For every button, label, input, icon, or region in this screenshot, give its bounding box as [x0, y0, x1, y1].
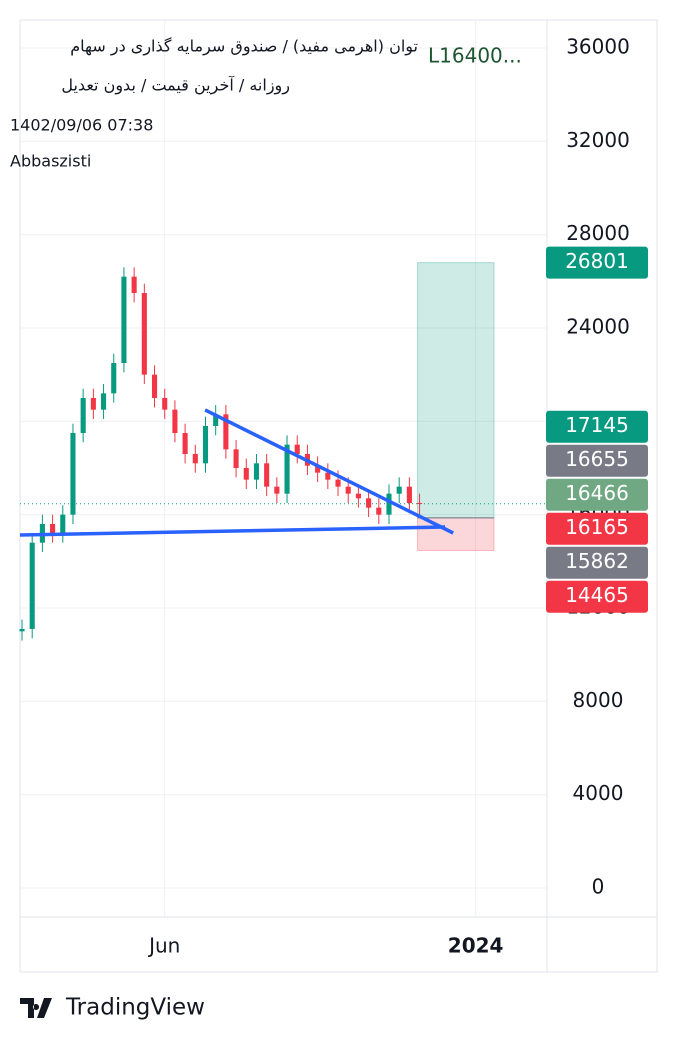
price-badge [546, 246, 648, 279]
price-badge-label: 16165 [565, 515, 629, 539]
price-badge-label: 16655 [565, 447, 629, 471]
candle-body [406, 486, 412, 503]
y-tick-label: 28000 [566, 221, 630, 245]
price-badge [546, 546, 648, 579]
candle-body [264, 463, 270, 487]
candle-body [284, 444, 290, 494]
candle-body [253, 463, 260, 480]
price-badge [546, 580, 648, 613]
candle-body [60, 514, 66, 534]
price-badge [546, 478, 648, 511]
candle-body [325, 472, 331, 480]
frame [19, 19, 658, 973]
candle-body [335, 479, 341, 487]
price-badge [546, 512, 648, 545]
candle-body [192, 453, 198, 464]
price-badge [546, 444, 648, 477]
candle-body [151, 374, 158, 398]
candle-body [182, 432, 188, 454]
candle-body [417, 502, 423, 504]
timestamp: 1402/09/06 07:38 [10, 116, 153, 135]
candle-body [294, 444, 300, 454]
price-badge [546, 410, 648, 443]
y-tick-label: 4000 [573, 781, 624, 805]
candle-body [274, 486, 280, 494]
candle-body [70, 432, 76, 515]
candle-body [345, 486, 351, 494]
ohlc-status: L16400... [428, 44, 522, 68]
candle-body [29, 542, 35, 629]
price-badge-label: 16466 [565, 481, 629, 505]
y-tick-label: 24000 [566, 314, 630, 338]
candle-body [141, 292, 147, 375]
candle-body [213, 414, 219, 426]
trend-line [204, 408, 454, 535]
candle-body [80, 397, 86, 433]
title: توان (اهرمی مفید) / صندوق سرمایه گذاری د… [70, 37, 418, 57]
x-tick-label: 2024 [448, 934, 504, 958]
candle-body [50, 523, 56, 534]
candle-body [131, 276, 137, 293]
candle-body [386, 493, 392, 515]
candle-body [111, 362, 117, 394]
brand-logo [20, 998, 52, 1018]
price-badge-label: 14465 [565, 583, 629, 607]
candle-body [243, 467, 249, 480]
y-tick-label: 0 [592, 874, 605, 898]
candle-body [19, 628, 25, 632]
trend-line [19, 525, 446, 537]
candle-body [101, 393, 107, 410]
candle-body [223, 414, 229, 450]
x-tick-label: Jun [147, 934, 180, 958]
candle-body [376, 507, 382, 515]
profit-zone [417, 262, 495, 519]
price-badge-label: 17145 [565, 413, 629, 437]
candle-body [396, 486, 402, 494]
candle-body [162, 397, 168, 410]
y-tick-label: 32000 [566, 128, 630, 152]
plot: 0400080001200016000200002400028000320003… [19, 20, 648, 958]
candle-body [202, 425, 209, 464]
candle-body [90, 397, 96, 410]
y-tick-label: 8000 [573, 688, 624, 712]
candle-body [172, 409, 178, 433]
candle-body [366, 498, 372, 508]
overlay: توان (اهرمی مفید) / صندوق سرمایه گذاری د… [10, 37, 522, 1021]
price-badge-label: 26801 [565, 249, 629, 273]
candle-body [121, 276, 127, 363]
candle-body [355, 493, 361, 499]
candle-body [315, 465, 321, 473]
candle-body [233, 449, 239, 468]
y-tick-label: 36000 [566, 34, 630, 58]
author: Abbaszisti [10, 152, 91, 171]
subtitle: روزانه / آخرین قیمت / بدون تعدیل [61, 76, 290, 96]
brand: TradingView [65, 995, 205, 1021]
price-badge-label: 15862 [565, 549, 629, 573]
